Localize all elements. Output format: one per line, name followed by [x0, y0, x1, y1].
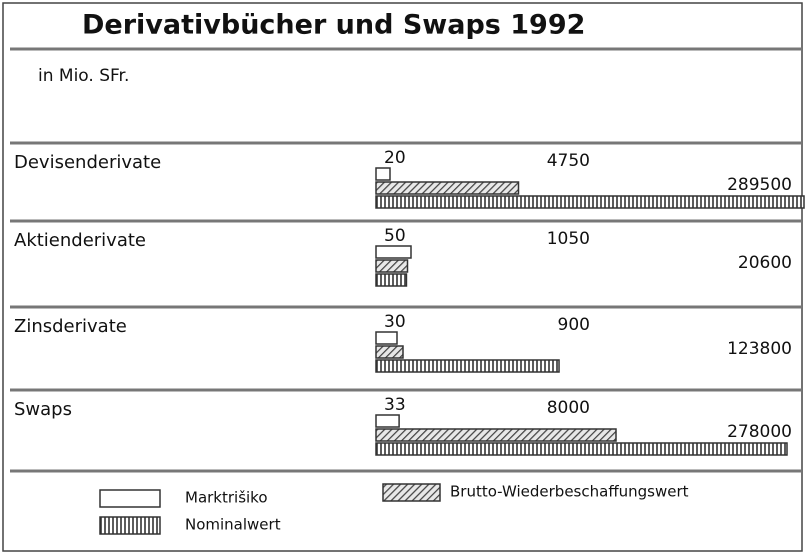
bar [375, 181, 520, 195]
legend-label: Brutto-Wiederbeschaffungswert [450, 483, 689, 501]
bar [375, 359, 560, 373]
category-label: Devisenderivate [14, 152, 161, 173]
legend-label: Marktrišiko [185, 489, 268, 507]
value-label: 4750 [547, 151, 590, 171]
value-label: 1050 [547, 229, 590, 249]
bar [375, 273, 408, 287]
value-label: 278000 [727, 422, 792, 442]
legend-swatch [99, 489, 161, 508]
value-label: 289500 [727, 175, 792, 195]
chart-title: Derivativbücher und Swaps 1992 [82, 10, 585, 41]
bar [375, 428, 617, 442]
bar [375, 245, 412, 259]
bar [375, 345, 404, 359]
subtitle: in Mio. SFr. [38, 66, 129, 86]
legend-swatch [99, 516, 161, 535]
value-label: 30 [384, 312, 406, 332]
value-label: 123800 [727, 339, 792, 359]
bar [375, 167, 391, 181]
legend-label: Nominalwert [185, 516, 281, 534]
bar [375, 414, 400, 428]
value-label: 50 [384, 226, 406, 246]
bar [375, 259, 409, 273]
category-label: Aktienderivate [14, 230, 146, 251]
legend-swatch [382, 483, 441, 502]
value-label: 33 [384, 395, 406, 415]
value-label: 900 [558, 315, 590, 335]
category-label: Zinsderivate [14, 316, 127, 337]
value-label: 20600 [738, 253, 792, 273]
value-label: 8000 [547, 398, 590, 418]
value-label: 20 [384, 148, 406, 168]
bar [375, 195, 805, 209]
bar [375, 331, 398, 345]
bar [375, 442, 788, 456]
category-label: Swaps [14, 399, 72, 420]
